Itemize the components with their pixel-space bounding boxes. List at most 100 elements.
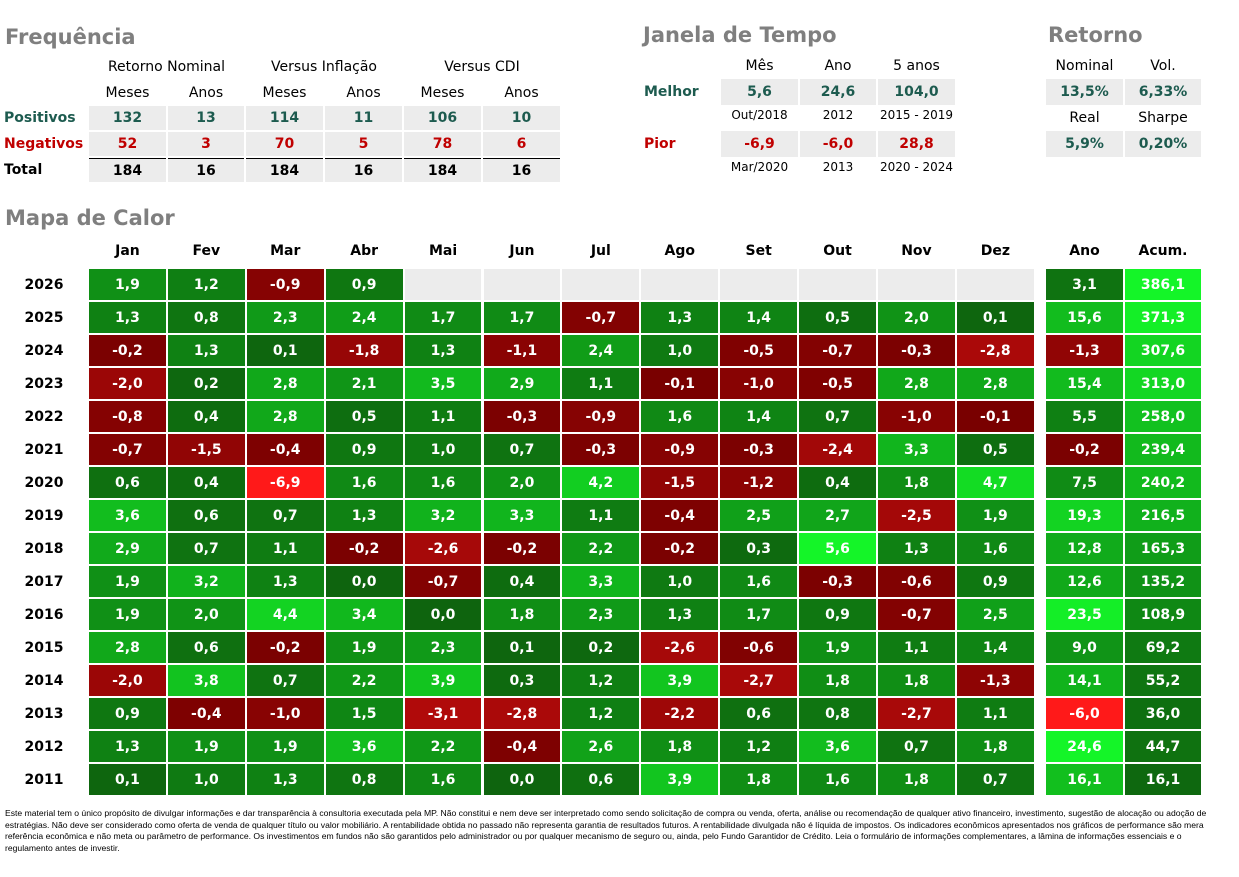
heat-cell: 1,8 xyxy=(955,730,1035,763)
freq-cell: 70 xyxy=(246,132,323,156)
heat-cell: 1,6 xyxy=(955,532,1035,565)
return-value: 5,9% xyxy=(1046,131,1123,157)
year-label: 2013 xyxy=(24,705,64,722)
heat-cell: 4,2 xyxy=(561,466,641,499)
heat-cell: 0,1 xyxy=(482,631,562,664)
year-label: 2015 xyxy=(24,639,64,656)
heat-cell: 1,8 xyxy=(798,664,877,697)
heat-cell: -2,7 xyxy=(719,664,799,697)
heat-cell: 1,9 xyxy=(88,268,167,301)
year-total-cell: -0,2 xyxy=(1045,433,1124,466)
heat-cell: -0,7 xyxy=(877,598,956,631)
heat-cell: 1,1 xyxy=(245,532,325,565)
freq-cell: 5 xyxy=(325,132,402,156)
heat-cell: 1,6 xyxy=(640,400,720,433)
heat-cell: -0,3 xyxy=(877,334,956,367)
heat-cell: 2,3 xyxy=(403,631,483,664)
heat-cell: 1,3 xyxy=(88,730,167,763)
freq-cell: 132 xyxy=(89,106,166,130)
group-header: Versus Inflação xyxy=(270,59,377,75)
sub-header: Anos xyxy=(188,85,224,101)
empty-cell xyxy=(482,268,562,301)
cumulative-cell: 36,0 xyxy=(1124,697,1202,730)
year-total-cell: 12,6 xyxy=(1045,565,1124,598)
cumulative-cell: 258,0 xyxy=(1124,400,1202,433)
month-header: Mai xyxy=(428,243,458,259)
heat-cell: -0,7 xyxy=(88,433,167,466)
col-header: Mês xyxy=(745,58,774,74)
empty-cell xyxy=(403,268,483,301)
heat-cell: -2,8 xyxy=(482,697,562,730)
heat-cell: -0,4 xyxy=(245,433,325,466)
heat-cell: 3,9 xyxy=(640,763,720,796)
cumulative-cell: 386,1 xyxy=(1124,268,1202,301)
freq-cell: 10 xyxy=(483,106,560,130)
heat-cell: 0,4 xyxy=(798,466,877,499)
heat-cell: 2,3 xyxy=(561,598,641,631)
year-label: 2022 xyxy=(24,408,64,425)
heat-cell: 1,8 xyxy=(719,763,799,796)
empty-cell xyxy=(719,268,799,301)
year-total-cell: -1,3 xyxy=(1045,334,1124,367)
freq-cell: 106 xyxy=(404,106,481,130)
heat-cell: 3,5 xyxy=(403,367,483,400)
heat-cell: 1,3 xyxy=(403,334,483,367)
heat-cell: 0,2 xyxy=(166,367,246,400)
cumulative-cell: 44,7 xyxy=(1124,730,1202,763)
heat-cell: 0,1 xyxy=(88,763,167,796)
year-total-cell: 15,4 xyxy=(1045,367,1124,400)
window-period: 2020 - 2024 xyxy=(879,160,954,174)
year-total-cell: 23,5 xyxy=(1045,598,1124,631)
month-header: Ago xyxy=(664,243,695,259)
heat-cell: 2,0 xyxy=(166,598,246,631)
heat-cell: 2,4 xyxy=(561,334,641,367)
window-cell: 28,8 xyxy=(878,131,955,157)
heat-cell: -0,3 xyxy=(798,565,877,598)
heat-cell: 2,2 xyxy=(561,532,641,565)
freq-cell: 78 xyxy=(404,132,481,156)
window-cell: 24,6 xyxy=(800,79,876,105)
heat-cell: 1,1 xyxy=(561,367,641,400)
heat-cell: -0,5 xyxy=(798,367,877,400)
heat-cell: -0,5 xyxy=(719,334,799,367)
heat-cell: 2,1 xyxy=(324,367,404,400)
heat-cell: -2,0 xyxy=(88,664,167,697)
heat-cell: -1,8 xyxy=(324,334,404,367)
heat-cell: 1,3 xyxy=(88,301,167,334)
heat-cell: 0,7 xyxy=(877,730,956,763)
year-label: 2017 xyxy=(24,573,64,590)
year-total-cell: 16,1 xyxy=(1045,763,1124,796)
section-title: Janela de Tempo xyxy=(643,23,837,47)
month-header: Fev xyxy=(192,243,221,259)
heat-cell: 1,0 xyxy=(640,565,720,598)
year-label: 2014 xyxy=(24,672,64,689)
heat-cell: 1,4 xyxy=(719,301,799,334)
heat-cell: 1,6 xyxy=(403,466,483,499)
heat-cell: -1,5 xyxy=(166,433,246,466)
heat-cell: -0,4 xyxy=(482,730,562,763)
heat-cell: 1,2 xyxy=(166,268,246,301)
cumulative-cell: 69,2 xyxy=(1124,631,1202,664)
heat-cell: 2,2 xyxy=(403,730,483,763)
section-title: Mapa de Calor xyxy=(5,206,175,230)
year-label: 2012 xyxy=(24,738,64,755)
heat-cell: -2,6 xyxy=(640,631,720,664)
heat-cell: 2,5 xyxy=(719,499,799,532)
year-label: 2016 xyxy=(24,606,64,623)
heat-cell: 0,1 xyxy=(955,301,1035,334)
year-total-cell: 7,5 xyxy=(1045,466,1124,499)
heat-cell: -0,1 xyxy=(640,367,720,400)
col-header: Ano xyxy=(824,58,852,74)
heat-cell: 0,1 xyxy=(245,334,325,367)
heat-cell: 1,8 xyxy=(877,664,956,697)
heat-cell: 1,1 xyxy=(561,499,641,532)
heat-cell: 1,6 xyxy=(798,763,877,796)
sub-header: Meses xyxy=(420,85,465,101)
sub-header: Meses xyxy=(105,85,150,101)
heat-cell: -0,2 xyxy=(88,334,167,367)
heat-cell: 1,0 xyxy=(403,433,483,466)
heat-cell: -0,9 xyxy=(245,268,325,301)
year-label: 2020 xyxy=(24,474,64,491)
heat-cell: -0,3 xyxy=(561,433,641,466)
